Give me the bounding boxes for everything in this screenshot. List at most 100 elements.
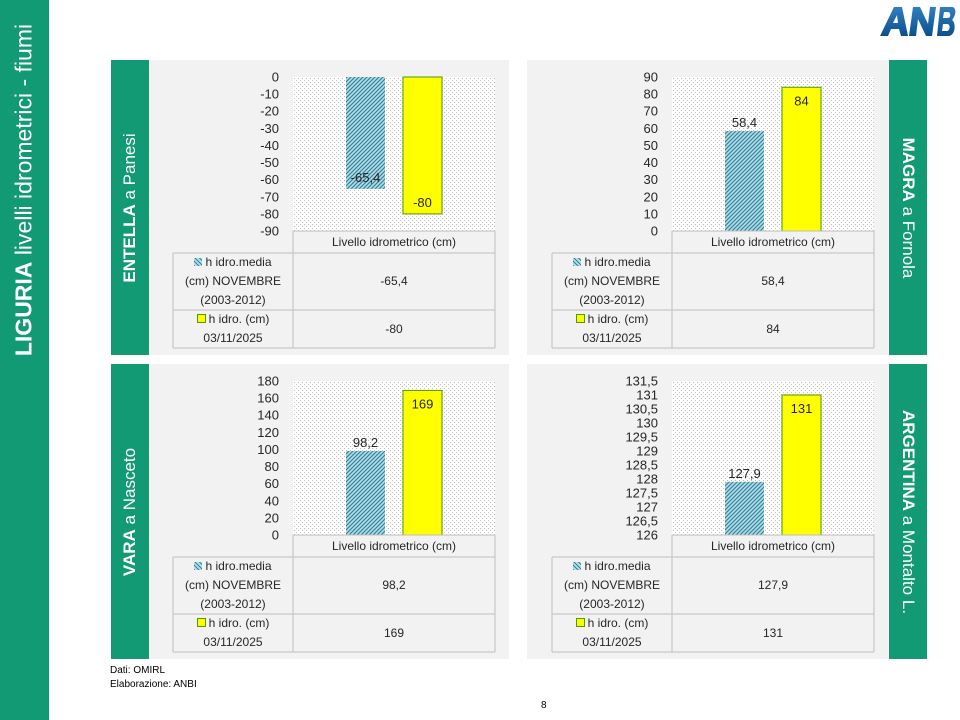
category-label: Livello idrometrico (cm) xyxy=(711,235,835,249)
legend-text-line: (2003-2012) xyxy=(579,293,645,307)
legend-text-line: 03/11/2025 xyxy=(203,331,263,345)
y-tick-label: 131,5 xyxy=(625,374,658,389)
y-tick-label: 10 xyxy=(644,206,658,221)
slide-title-region: LIGURIA xyxy=(10,261,37,357)
legend-historical-mean: h idro.media (cm) NOVEMBRE (2003-2012) xyxy=(173,557,293,614)
legend-swatch-yellow xyxy=(196,618,206,627)
table-value-historical-mean: 127,9 xyxy=(757,578,789,592)
y-tick-label: -70 xyxy=(260,189,279,204)
legend-historical-mean: h idro.media (cm) NOVEMBRE (2003-2012) xyxy=(552,253,672,310)
legend-text-line: (cm) NOVEMBRE xyxy=(564,274,660,288)
y-tick-label: 126 xyxy=(636,528,658,543)
y-tick-label: 129 xyxy=(636,444,658,459)
chart-argentina: 131,5131130,5130129,5129128,5128127,5127… xyxy=(551,374,875,653)
station-river: VARA xyxy=(120,528,139,576)
data-label: -65,4 xyxy=(351,170,381,185)
legend-text-line: (2003-2012) xyxy=(200,293,266,307)
legend-swatch-hatched xyxy=(573,562,582,570)
chart-panel-vara: 180 160 140 120 100 80 60 40 20 0 98,2 169 Livello i… xyxy=(148,364,509,659)
y-tick-label: 126,5 xyxy=(625,514,658,529)
table-value-historical-mean: 98,2 xyxy=(382,578,406,592)
station-river: ARGENTINA xyxy=(899,409,918,511)
legend-text-line: h idro.media xyxy=(584,255,651,269)
chart-entella: 0 -10 -20 -30 -40 -50 -60 -70 -80 -90 -65,4 -80 Live… xyxy=(172,70,496,349)
station-place: a Montalto L. xyxy=(899,515,918,614)
bar-historical-mean xyxy=(725,481,764,535)
legend-text-line: (cm) NOVEMBRE xyxy=(185,578,281,592)
legend-current-level: h idro. (cm) 03/11/2025 xyxy=(552,310,672,348)
station-place: a Panesi xyxy=(120,132,139,200)
data-label: 84 xyxy=(794,93,808,108)
legend-text-line: (2003-2012) xyxy=(200,597,266,611)
y-tick-label: 80 xyxy=(265,459,279,474)
table-value-current-level: 131 xyxy=(762,626,784,640)
bar-current-level xyxy=(781,394,822,536)
plot-area xyxy=(293,381,495,535)
data-label: 58,4 xyxy=(732,115,757,130)
table-value-historical-mean: -65,4 xyxy=(380,274,408,288)
y-tick-label: -60 xyxy=(260,172,279,187)
data-label: -80 xyxy=(413,195,432,210)
y-tick-label: 20 xyxy=(644,189,658,204)
category-label: Livello idrometrico (cm) xyxy=(711,539,835,553)
bar-historical-mean xyxy=(725,131,764,231)
legend-text-line: (2003-2012) xyxy=(579,597,645,611)
source-note: Dati: OMIRL Elaborazione: ANBI xyxy=(110,664,197,692)
y-tick-label: 90 xyxy=(644,70,658,85)
legend-text-line: h idro. (cm) xyxy=(587,616,649,630)
y-tick-label: 20 xyxy=(265,510,279,525)
y-tick-label: 0 xyxy=(651,224,658,239)
legend-swatch-hatched xyxy=(573,258,582,266)
y-tick-label: -90 xyxy=(260,224,279,239)
y-tick-label: 127 xyxy=(636,500,658,515)
sidebar: LIGURIA livelli idrometrici - fiumi xyxy=(0,0,49,720)
category-label: Livello idrometrico (cm) xyxy=(332,539,456,553)
anbi-logo xyxy=(880,7,956,36)
legend-text-line: 03/11/2025 xyxy=(203,635,263,649)
slide-title: LIGURIA livelli idrometrici - fiumi xyxy=(11,24,38,356)
y-tick-label: 40 xyxy=(644,155,658,170)
y-tick-label: 129,5 xyxy=(625,430,658,445)
station-label-vara: VARA a Nasceto xyxy=(111,364,149,659)
station-label-entella: ENTELLA a Panesi xyxy=(111,60,149,355)
y-tick-label: 120 xyxy=(257,425,279,440)
legend-current-level: h idro. (cm) 03/11/2025 xyxy=(173,614,293,652)
legend-text-line: h idro. (cm) xyxy=(208,312,270,326)
y-tick-label: 50 xyxy=(644,138,658,153)
data-label: 98,2 xyxy=(353,435,378,450)
y-tick-label: 128,5 xyxy=(625,458,658,473)
y-tick-label: 130 xyxy=(636,416,658,431)
station-label-argentina: ARGENTINA a Montalto L. xyxy=(889,364,927,659)
legend-current-level: h idro. (cm) 03/11/2025 xyxy=(552,614,672,652)
legend-text-line: (cm) NOVEMBRE xyxy=(564,578,660,592)
y-tick-label: 0 xyxy=(272,528,279,543)
y-tick-label: 130,5 xyxy=(625,402,658,417)
y-tick-label: 127,5 xyxy=(625,486,658,501)
page-number: 8 xyxy=(541,700,547,711)
y-tick-label: -20 xyxy=(260,104,279,119)
y-tick-label: -30 xyxy=(260,121,279,136)
legend-text-line: h idro. (cm) xyxy=(208,616,270,630)
legend-text-line: 03/11/2025 xyxy=(582,331,642,345)
bar-historical-mean xyxy=(346,77,385,189)
legend-swatch-yellow xyxy=(196,314,206,323)
bar-current-level xyxy=(781,86,822,232)
legend-text-line: (cm) NOVEMBRE xyxy=(185,274,281,288)
y-tick-label: 60 xyxy=(265,476,279,491)
legend-text-line: 03/11/2025 xyxy=(582,635,642,649)
y-tick-label: 40 xyxy=(265,493,279,508)
y-tick-label: 80 xyxy=(644,87,658,102)
chart-magra: 90 80 70 60 50 40 30 20 10 0 58,4 84 Livello idromet… xyxy=(551,70,875,349)
legend-swatch-yellow xyxy=(575,314,585,323)
y-tick-label: 180 xyxy=(257,374,279,389)
bar-historical-mean xyxy=(346,450,385,535)
station-place: a Fornola xyxy=(899,206,918,278)
category-label: Livello idrometrico (cm) xyxy=(332,235,456,249)
source-elaboration-line: Elaborazione: ANBI xyxy=(110,679,197,690)
legend-text-line: h idro.media xyxy=(205,255,272,269)
legend-swatch-hatched xyxy=(194,562,203,570)
bar-current-level xyxy=(402,389,443,536)
y-tick-label: 70 xyxy=(644,104,658,119)
legend-historical-mean: h idro.media (cm) NOVEMBRE (2003-2012) xyxy=(173,253,293,310)
legend-swatch-hatched xyxy=(194,258,203,266)
